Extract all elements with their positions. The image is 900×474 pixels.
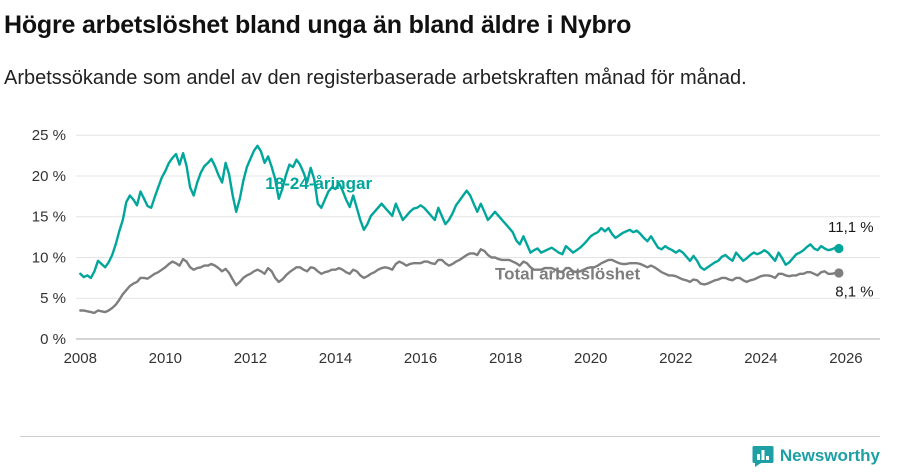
y-axis-tick-label: 20 % bbox=[32, 168, 66, 185]
brand-name: Newsworthy bbox=[779, 445, 880, 465]
x-axis-tick-label: 2016 bbox=[404, 350, 437, 367]
x-axis-tick-label: 2014 bbox=[319, 350, 352, 367]
series-line-0 bbox=[79, 144, 841, 280]
x-axis-tick-label: 2008 bbox=[64, 350, 97, 367]
chart-annotation: 8,1 % bbox=[835, 284, 873, 301]
page-subtitle: Arbetssökande som andel av den registerb… bbox=[4, 67, 747, 89]
y-axis-tick-label: 25 % bbox=[32, 127, 66, 144]
chart-annotation: 11,1 % bbox=[828, 219, 874, 236]
y-axis-tick-label: 15 % bbox=[32, 209, 66, 226]
x-axis-tick-label: 2018 bbox=[489, 350, 522, 367]
chart-annotation: 18-24-åringar bbox=[265, 174, 372, 193]
article-page: Högre arbetslöshet bland unga än bland ä… bbox=[4, 11, 880, 467]
x-axis-tick-label: 2012 bbox=[234, 350, 267, 367]
footer: Newsworthy bbox=[20, 436, 880, 474]
series-line-1 bbox=[79, 248, 841, 315]
series-end-dot-0 bbox=[834, 243, 844, 254]
x-axis-tick-label: 2022 bbox=[659, 350, 692, 367]
x-axis-tick-label: 2010 bbox=[149, 350, 182, 367]
newsworthy-icon bbox=[752, 445, 774, 467]
x-axis-tick-label: 2026 bbox=[829, 350, 862, 367]
x-axis-tick-label: 2020 bbox=[574, 350, 607, 367]
chart-annotation: Total arbetslöshet bbox=[495, 264, 640, 283]
x-axis-tick-label: 2024 bbox=[744, 350, 777, 367]
unemployment-line-chart: 0 % 5 % 10 % 15 % 20 % 25 % 2008 2010 2012 2014 20… bbox=[32, 127, 880, 367]
series-end-dot-1 bbox=[834, 268, 844, 278]
newsworthy-link[interactable]: Newsworthy bbox=[752, 445, 880, 467]
y-axis-tick-label: 10 % bbox=[32, 249, 66, 266]
y-axis-tick-label: 5 % bbox=[40, 290, 66, 307]
page-title: Högre arbetslöshet bland unga än bland ä… bbox=[4, 11, 632, 39]
y-axis-tick-label: 0 % bbox=[40, 331, 66, 348]
